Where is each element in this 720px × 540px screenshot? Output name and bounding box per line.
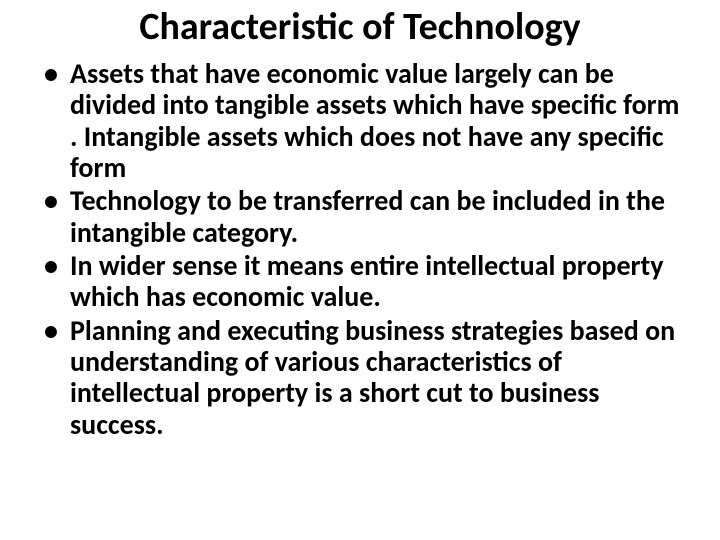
list-item: Planning and executing business strategi… xyxy=(40,315,680,440)
list-item: Technology to be transferred can be incl… xyxy=(40,185,680,248)
list-item: Assets that have economic value largely … xyxy=(40,58,680,183)
bullet-list: Assets that have economic value largely … xyxy=(30,58,690,440)
slide-title: Characteristic of Technology xyxy=(30,8,690,48)
slide: Characteristic of Technology Assets that… xyxy=(0,0,720,540)
list-item: In wider sense it means entire intellect… xyxy=(40,250,680,313)
